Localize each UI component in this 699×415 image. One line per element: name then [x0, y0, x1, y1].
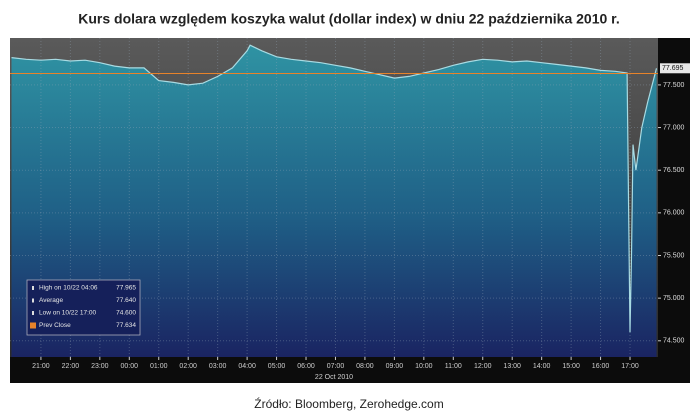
y-tick-label: 76.000 [663, 210, 685, 217]
x-tick-label: 11:00 [445, 363, 462, 370]
x-tick-label: 10:00 [415, 363, 433, 370]
x-tick-label: 21:00 [32, 363, 50, 370]
x-tick-label: 00:00 [121, 363, 139, 370]
y-tick-label: 77.000 [663, 124, 685, 131]
area [11, 45, 657, 357]
y-tick-label: 75.500 [663, 252, 685, 259]
legend-swatch [32, 298, 34, 303]
x-axis-label: 22 Oct 2010 [315, 374, 353, 381]
x-tick-label: 03:00 [209, 363, 227, 370]
x-tick-label: 08:00 [356, 363, 374, 370]
x-tick-label: 09:00 [386, 363, 404, 370]
current-value-label: 77.695 [662, 65, 684, 72]
x-tick-label: 04:00 [238, 363, 256, 370]
x-tick-label: 22:00 [62, 363, 80, 370]
x-tick-label: 14:00 [533, 363, 551, 370]
plot [10, 38, 658, 357]
legend-value: 77.634 [116, 322, 136, 329]
x-tick-label: 05:00 [268, 363, 286, 370]
x-tick-label: 12:00 [474, 363, 492, 370]
x-tick-label: 13:00 [503, 363, 521, 370]
legend-label: Average [39, 297, 63, 304]
x-tick-label: 01:00 [150, 363, 168, 370]
y-tick-label: 76.500 [663, 167, 685, 174]
x-tick-label: 06:00 [297, 363, 315, 370]
chart-title: Kurs dolara względem koszyka walut (doll… [78, 11, 620, 27]
legend-label: Prev Close [39, 322, 71, 329]
y-tick-label: 75.000 [663, 295, 685, 302]
x-tick-label: 16:00 [592, 363, 610, 370]
legend-swatch [32, 286, 34, 290]
legend-box [26, 279, 141, 336]
y-tick-label: 77.500 [663, 82, 685, 89]
legend-swatch [30, 322, 36, 329]
legend-swatch [32, 311, 34, 315]
legend-label: Low on 10/22 17:00 [39, 310, 96, 317]
x-tick-label: 17:00 [621, 363, 639, 370]
current-value-box [660, 63, 690, 74]
source: Źródło: Bloomberg, Zerohedge.com [254, 396, 443, 411]
x-tick-label: 15:00 [562, 363, 580, 370]
legend-label: High on 10/22 04:06 [39, 285, 98, 292]
legend-value: 77.965 [116, 285, 136, 292]
x-tick-label: 02:00 [179, 363, 197, 370]
x-tick-label: 23:00 [91, 363, 109, 370]
legend-value: 77.640 [116, 297, 136, 304]
line [11, 44, 658, 333]
x-tick-label: 07:00 [327, 363, 345, 370]
legend-value: 74.600 [116, 310, 136, 317]
y-tick-label: 74.500 [663, 338, 685, 345]
